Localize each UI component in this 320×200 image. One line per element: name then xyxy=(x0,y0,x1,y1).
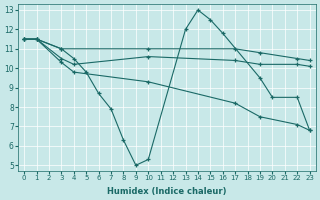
X-axis label: Humidex (Indice chaleur): Humidex (Indice chaleur) xyxy=(107,187,227,196)
